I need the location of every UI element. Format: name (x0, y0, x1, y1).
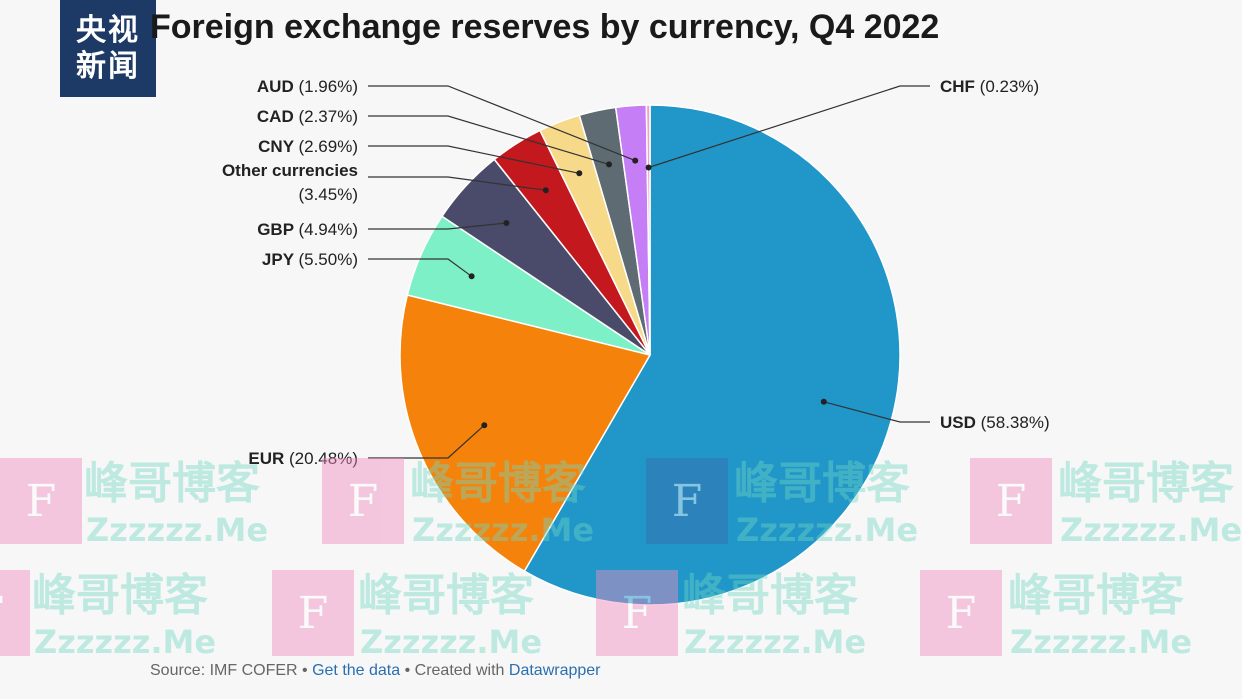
pie-slice-eur (399, 294, 652, 573)
watermark-url: Zzzzzz.Me (86, 511, 269, 549)
watermark-url: Zzzzzz.Me (360, 623, 543, 661)
watermark-url: Zzzzzz.Me (736, 511, 919, 549)
separator: • (297, 662, 313, 679)
source-line: Source: IMF COFER • Get the data • Creat… (150, 662, 601, 680)
watermark-url: Zzzzzz.Me (34, 623, 217, 661)
watermark-text: 峰哥博客 (32, 570, 208, 621)
leader-dot (481, 422, 488, 429)
leader-line (368, 222, 507, 230)
created-with-text: • Created with (400, 662, 509, 679)
chart-title: Foreign exchange reserves by currency, Q… (150, 8, 940, 46)
watermark-url: Zzzzzz.Me (684, 623, 867, 661)
slice-label: CAD (2.37%) (257, 107, 358, 126)
leader-dot (820, 398, 827, 405)
pie-labels: USD (58.38%) EUR (20.48%) JPY (5.50%) GBP (… (222, 77, 1050, 468)
leader-line (368, 258, 472, 277)
watermark-text: 峰哥博客 (734, 458, 910, 509)
logo-line-2: 新闻 (76, 48, 140, 84)
leader-line (823, 401, 930, 423)
leader-dot (468, 273, 475, 280)
slice-label: CHF (0.23%) (940, 77, 1039, 96)
slice-label: JPY (5.50%) (262, 250, 358, 269)
leader-line (368, 424, 485, 459)
watermark-text: 峰哥博客 (1008, 570, 1184, 621)
watermark-text: 峰哥博客 (1058, 458, 1234, 509)
leader-line (368, 115, 610, 165)
leader-line (368, 176, 546, 191)
slice-label: EUR (20.48%) (248, 449, 358, 468)
slice-label: USD (58.38%) (940, 413, 1050, 432)
leader-dot (542, 187, 549, 194)
watermark-logo: F (920, 570, 1002, 656)
watermark-logo: F (0, 570, 30, 656)
watermark-logo: F (970, 458, 1052, 544)
watermark-url: Zzzzzz.Me (1060, 511, 1242, 549)
leader-dot (503, 220, 510, 226)
pie-slices (399, 104, 901, 606)
watermark-logo: F (0, 458, 82, 544)
slice-label: Other currencies (3.45%) (222, 161, 358, 204)
leader-dot (576, 170, 583, 177)
watermark-logo: F (322, 458, 404, 544)
get-the-data-link[interactable]: Get the data (312, 662, 401, 679)
leader-dot (632, 157, 639, 164)
cctv-news-logo: 央视 新闻 (60, 0, 156, 97)
source-text: Source: IMF COFER (150, 662, 298, 679)
watermark-url: Zzzzzz.Me (1010, 623, 1193, 661)
slice-label: AUD (1.96%) (257, 77, 358, 96)
leader-line (368, 145, 580, 174)
watermark-text: 峰哥博客 (358, 570, 534, 621)
watermark-logo: F (646, 458, 728, 544)
watermark-url: Zzzzzz.Me (412, 511, 595, 549)
slice-label: GBP (4.94%) (257, 220, 358, 239)
logo-line-1: 央视 (76, 12, 140, 48)
watermark-text: 峰哥博客 (682, 570, 858, 621)
leader-dot (645, 164, 652, 171)
watermark-logo: F (272, 570, 354, 656)
watermark-logo: F (596, 570, 678, 656)
slice-label: CNY (2.69%) (258, 137, 358, 156)
datawrapper-link[interactable]: Datawrapper (508, 662, 601, 679)
watermark-text: 峰哥博客 (84, 458, 260, 509)
leader-line (648, 85, 930, 169)
leader-dot (606, 161, 612, 168)
watermark-text: 峰哥博客 (410, 458, 586, 509)
leader-line (368, 85, 636, 162)
